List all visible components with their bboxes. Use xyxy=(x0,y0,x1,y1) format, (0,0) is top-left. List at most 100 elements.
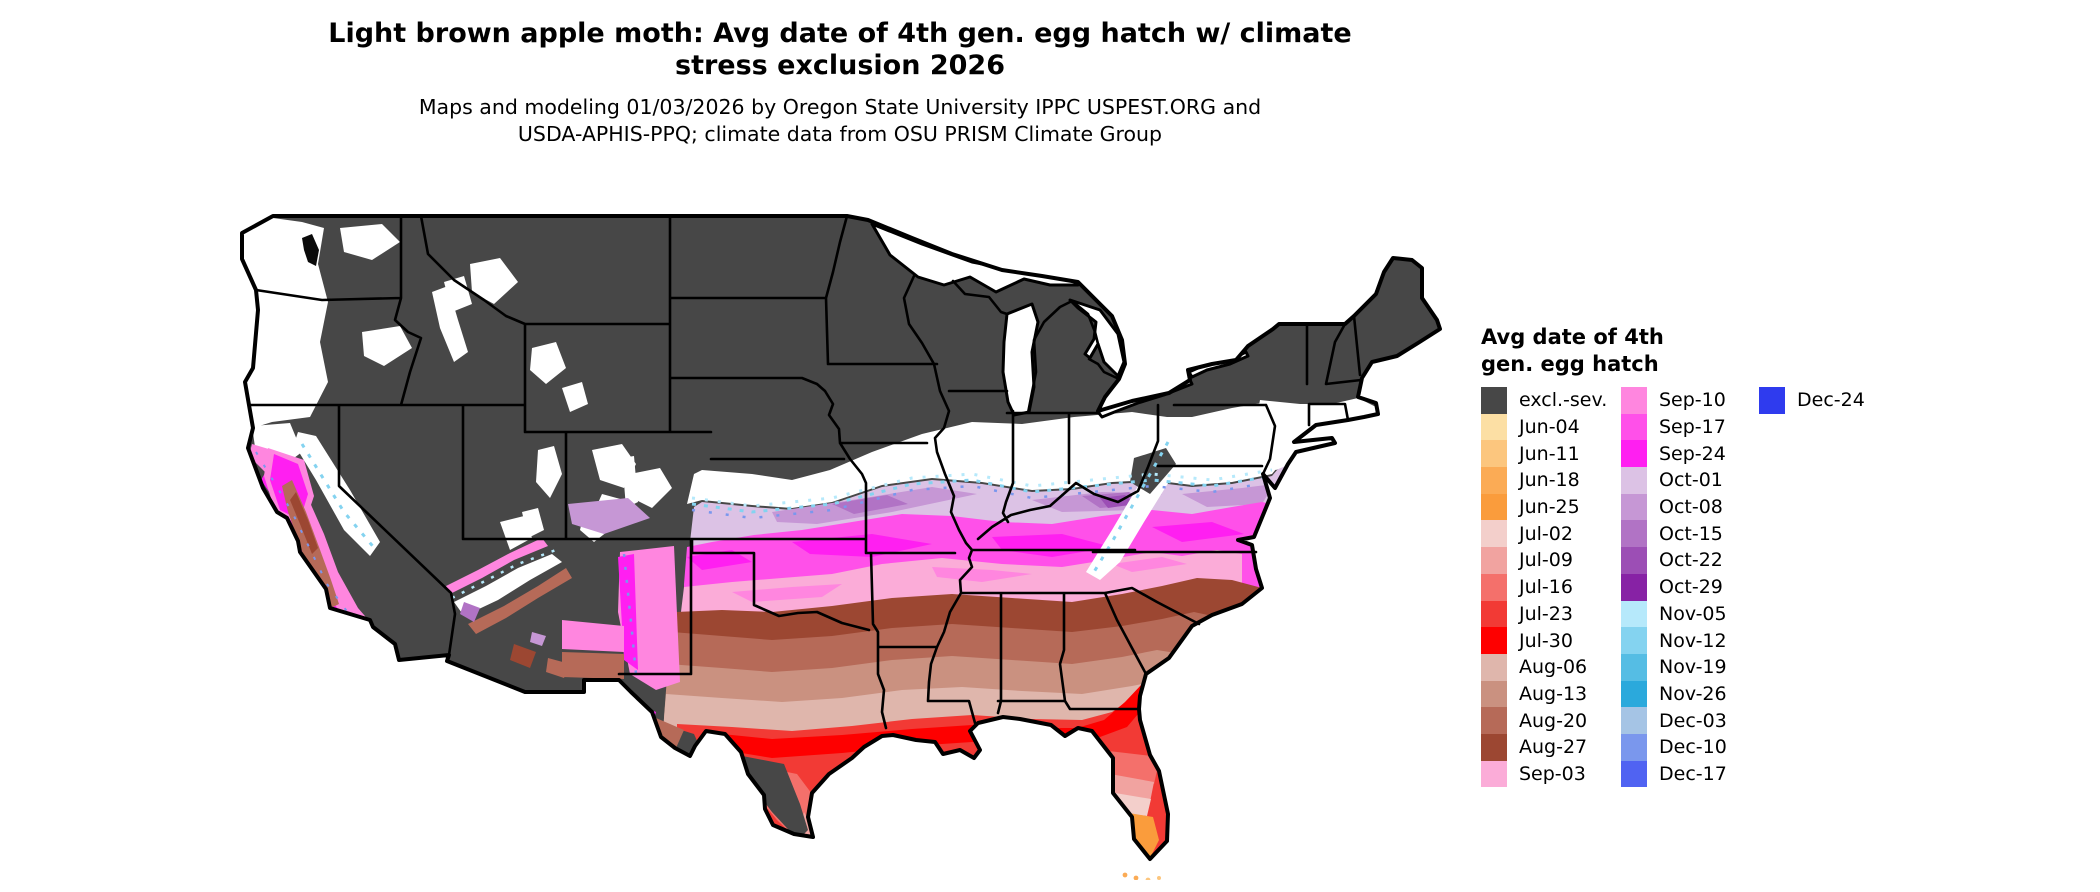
page-title: Light brown apple moth: Avg date of 4th … xyxy=(0,18,1680,82)
legend-entry: Aug-06 xyxy=(1481,653,1607,681)
legend-label: Jun-18 xyxy=(1519,469,1580,492)
page-subtitle: Maps and modeling 01/03/2026 by Oregon S… xyxy=(0,94,1680,148)
legend-entry: Sep-17 xyxy=(1621,413,1727,441)
legend-entry: Oct-15 xyxy=(1621,520,1727,548)
legend-entry: Sep-10 xyxy=(1621,387,1727,414)
legend-swatch xyxy=(1621,760,1647,788)
legend-swatch xyxy=(1621,467,1647,494)
legend-swatch xyxy=(1481,707,1507,734)
legend-swatch xyxy=(1481,680,1507,708)
legend-label: Jul-30 xyxy=(1519,629,1573,652)
legend-entry: Jun-04 xyxy=(1481,413,1607,441)
legend-swatch xyxy=(1621,440,1647,468)
us-choropleth-map xyxy=(232,212,1445,880)
region-az-rim-sep10 xyxy=(446,538,548,594)
legend-label: Jun-25 xyxy=(1519,496,1580,519)
legend-entry: excl.-sev. xyxy=(1481,387,1607,414)
region-sierra-nodata xyxy=(294,432,380,556)
legend-entry: Jul-23 xyxy=(1481,600,1607,628)
legend-label: excl.-sev. xyxy=(1519,389,1608,412)
title-line1: Light brown apple moth: Avg date of 4th … xyxy=(328,18,1352,49)
legend-label: Nov-05 xyxy=(1659,602,1727,625)
legend-swatch xyxy=(1621,387,1647,414)
legend-label: Aug-13 xyxy=(1519,682,1588,705)
legend-entry: Jul-02 xyxy=(1481,520,1607,548)
speckle-transition xyxy=(255,441,1273,675)
legend-label: Sep-03 xyxy=(1519,762,1586,785)
legend-swatch xyxy=(1481,547,1507,574)
legend-swatch xyxy=(1621,627,1647,654)
region-wy-rockies-nodata xyxy=(530,342,588,412)
legend-title-line1: Avg date of 4th xyxy=(1481,325,1664,349)
legend-swatch xyxy=(1621,547,1647,574)
legend-entry: Nov-05 xyxy=(1621,600,1727,628)
florida-keys xyxy=(1122,872,1161,880)
band-aug13 xyxy=(664,650,1182,859)
header: Light brown apple moth: Avg date of 4th … xyxy=(0,18,1680,148)
legend-swatch xyxy=(1759,387,1785,414)
legend-entry: Nov-19 xyxy=(1621,653,1727,681)
state-borders xyxy=(247,214,1363,730)
legend-entry: Oct-01 xyxy=(1621,467,1727,494)
puget-sound-water xyxy=(302,234,319,266)
legend-swatch xyxy=(1481,387,1507,414)
band-oct15-patch xyxy=(832,492,1147,514)
legend-entry: Sep-24 xyxy=(1621,440,1727,468)
legend-entry: Aug-20 xyxy=(1481,707,1607,734)
legend-label: Dec-10 xyxy=(1659,736,1727,759)
legend-swatch xyxy=(1481,413,1507,441)
legend-entry: Nov-26 xyxy=(1621,680,1727,708)
legend-label: Jul-16 xyxy=(1519,576,1573,599)
region-stgeorge-oct08 xyxy=(530,632,546,646)
region-pnw-nodata xyxy=(242,218,328,428)
legend-label: Oct-08 xyxy=(1659,496,1723,519)
legend-label: Sep-17 xyxy=(1659,416,1726,439)
legend-entry: Jul-30 xyxy=(1481,627,1607,654)
legend-entry: Jun-11 xyxy=(1481,440,1607,468)
legend-label: Nov-19 xyxy=(1659,656,1727,679)
legend-entry: Dec-24 xyxy=(1759,387,1865,414)
region-mt-rockies-nodata xyxy=(444,258,518,312)
title-line2: stress exclusion 2026 xyxy=(675,50,1005,81)
legend-swatch xyxy=(1621,413,1647,441)
subtitle-line1: Maps and modeling 01/03/2026 by Oregon S… xyxy=(418,95,1262,119)
region-az-s-aug20 xyxy=(546,658,570,678)
region-or-blue-mtns-nodata xyxy=(362,326,412,366)
legend-swatch xyxy=(1621,707,1647,734)
legend-label: Oct-29 xyxy=(1659,576,1723,599)
region-wa-ne-nodata xyxy=(340,224,400,260)
region-nm-south-aug20 xyxy=(562,652,624,679)
legend-label: Aug-20 xyxy=(1519,709,1588,732)
legend-label: Nov-26 xyxy=(1659,682,1727,705)
legend-label: Oct-01 xyxy=(1659,469,1723,492)
legend-entry: Aug-27 xyxy=(1481,733,1607,761)
legend-label: Jul-09 xyxy=(1519,549,1573,572)
legend-entry: Sep-03 xyxy=(1481,760,1607,788)
legend-swatch xyxy=(1481,520,1507,548)
legend-column-3: Dec-24 xyxy=(1759,387,1865,414)
legend-entry: Jun-25 xyxy=(1481,493,1607,521)
region-vegas-oct15 xyxy=(460,602,480,622)
region-new-england-nodata xyxy=(1252,398,1386,470)
legend-swatch xyxy=(1481,573,1507,601)
legend-swatch xyxy=(1481,493,1507,521)
legend-entry: Nov-12 xyxy=(1621,627,1727,654)
legend-column-2: Sep-10 Sep-17 Sep-24 Oct-01 Oct-08 xyxy=(1621,387,1727,788)
legend-entry: Dec-10 xyxy=(1621,733,1727,761)
region-midwest-nodata-band xyxy=(687,402,1302,508)
legend-swatch xyxy=(1481,467,1507,494)
legend-label: Dec-03 xyxy=(1659,709,1727,732)
legend-label: Oct-22 xyxy=(1659,549,1723,572)
legend-column-1: excl.-sev. Jun-04 Jun-11 Jun-18 Jun-25 xyxy=(1481,387,1607,788)
region-ut-rockies-nodata xyxy=(522,446,562,538)
legend-entry: Oct-22 xyxy=(1621,547,1727,574)
legend-entry: Dec-03 xyxy=(1621,707,1727,734)
legend-swatch xyxy=(1621,653,1647,681)
legend-swatch xyxy=(1481,760,1507,788)
legend-title-line2: gen. egg hatch xyxy=(1481,352,1659,376)
region-wtx-aug20 xyxy=(656,718,684,748)
legend-entry: Oct-08 xyxy=(1621,493,1727,521)
legend-label: Jun-11 xyxy=(1519,442,1580,465)
legend-label: Aug-06 xyxy=(1519,656,1588,679)
region-nm-south-sep10 xyxy=(562,620,624,652)
